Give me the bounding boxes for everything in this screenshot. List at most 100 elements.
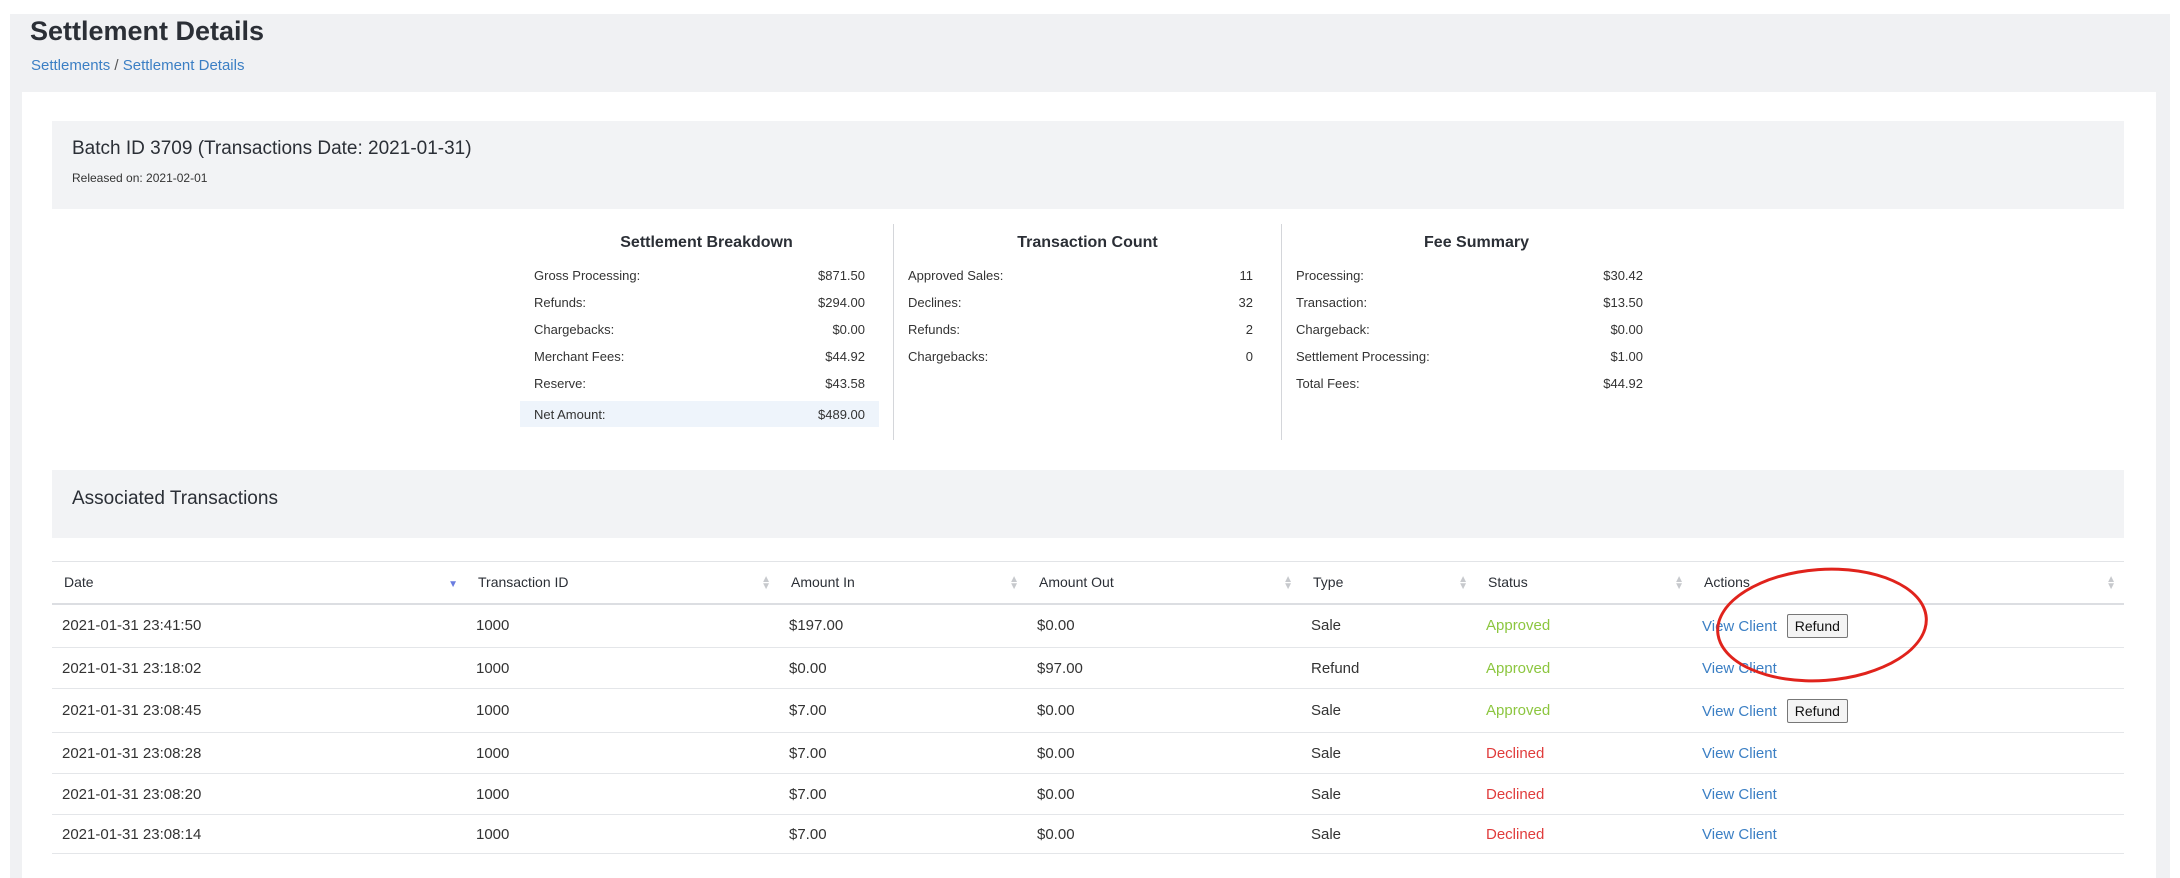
batch-header: [52, 121, 2124, 209]
actions-cell: View Client Refund: [1692, 604, 2124, 648]
date-cell: 2021-01-31 23:18:02: [62, 659, 202, 677]
settlement-breakdown-value: $489.00: [818, 406, 865, 422]
table-row: 2021-01-31 23:08:45 1000 $7.00 $0.00 Sale App…: [52, 689, 2124, 733]
fee-summary-label: Processing:: [1296, 267, 1364, 283]
type-cell: Sale: [1311, 702, 1342, 719]
view-client-link[interactable]: View Client: [1702, 702, 1777, 720]
type-cell: Refund: [1311, 659, 1360, 677]
type-cell: Sale: [1311, 825, 1342, 843]
settlement-breakdown-row: Merchant Fees: $44.92: [520, 343, 879, 369]
sort-descending-icon[interactable]: ▼: [448, 579, 458, 590]
settlement-breakdown-value: $0.00: [832, 321, 865, 337]
associated-transactions-title: Associated Transactions: [72, 488, 278, 509]
transaction-count-row: Chargebacks: 0: [894, 343, 1267, 369]
fee-summary-label: Settlement Processing:: [1296, 348, 1430, 364]
breadcrumb-settlements-link[interactable]: Settlements: [31, 57, 111, 74]
column-header-date[interactable]: Date ▼: [64, 574, 458, 591]
status-cell: Approved: [1486, 702, 1551, 719]
view-client-link[interactable]: View Client: [1702, 659, 1777, 677]
sort-icon[interactable]: ▲ ▼: [1009, 574, 1019, 592]
transaction-count-row: Refunds: 2: [894, 316, 1267, 342]
settlement-breakdown-row: Reserve: $43.58: [520, 370, 879, 396]
amount-out-cell: $0.00: [1037, 825, 1075, 843]
settlement-breakdown-heading: Settlement Breakdown: [620, 234, 793, 251]
transaction-count-heading: Transaction Count: [1017, 234, 1158, 251]
fee-summary-row: Transaction: $13.50: [1282, 289, 1657, 315]
column-header-type[interactable]: Type ▲ ▼: [1313, 574, 1468, 592]
type-cell: Sale: [1311, 617, 1342, 635]
view-client-link[interactable]: View Client: [1702, 744, 1777, 762]
settlement-breakdown-row: Refunds: $294.00: [520, 289, 879, 315]
actions-cell: View Client Refund: [1692, 689, 2124, 733]
view-client-link[interactable]: View Client: [1702, 785, 1777, 803]
table-header-row: Date ▼ Transaction ID ▲ ▼ Amount In ▲ ▼ Amoun…: [52, 561, 2124, 604]
amount-in-cell: $7.00: [789, 744, 827, 762]
transaction-count-label: Chargebacks:: [908, 348, 989, 364]
sort-icon[interactable]: ▲ ▼: [2106, 574, 2116, 592]
batch-title: Batch ID 3709 (Transactions Date: 2021-0…: [72, 138, 472, 159]
table-row: 2021-01-31 23:41:50 1000 $197.00 $0.00 Sale A…: [52, 604, 2124, 648]
fee-summary-value: $13.50: [1603, 294, 1643, 310]
refund-button[interactable]: Refund: [1786, 698, 1848, 723]
amount-out-cell: $0.00: [1037, 785, 1075, 803]
amount-out-cell: $0.00: [1037, 702, 1075, 719]
amount-in-cell: $7.00: [789, 702, 827, 719]
fee-summary-row: Chargeback: $0.00: [1282, 316, 1657, 342]
transactions-table: Date ▼ Transaction ID ▲ ▼ Amount In ▲ ▼ Amoun…: [52, 561, 2124, 854]
actions-cell: View Client: [1692, 733, 2124, 774]
transaction-count-row: Declines: 32: [894, 289, 1267, 315]
view-client-link[interactable]: View Client: [1702, 825, 1777, 843]
column-header-transaction-id[interactable]: Transaction ID ▲ ▼: [478, 574, 771, 592]
column-header-amount-out[interactable]: Amount Out ▲ ▼: [1039, 574, 1293, 592]
settlement-breakdown-label: Refunds:: [534, 294, 587, 310]
amount-in-cell: $7.00: [789, 825, 827, 843]
table-row: 2021-01-31 23:08:20 1000 $7.00 $0.00 Sale Dec…: [52, 774, 2124, 815]
column-header-amount-in[interactable]: Amount In ▲ ▼: [791, 574, 1019, 592]
transaction-id-cell: 1000: [476, 659, 510, 677]
status-cell: Declined: [1486, 825, 1545, 843]
settlement-breakdown-label: Reserve:: [534, 375, 587, 391]
transaction-id-cell: 1000: [476, 744, 510, 762]
sort-icon[interactable]: ▲ ▼: [1674, 574, 1684, 592]
view-client-link[interactable]: View Client: [1702, 617, 1777, 635]
amount-out-cell: $97.00: [1037, 659, 1083, 677]
amount-in-cell: $0.00: [789, 659, 827, 677]
settlement-breakdown-row: Gross Processing: $871.50: [520, 262, 879, 288]
breadcrumb-current-link[interactable]: Settlement Details: [122, 57, 245, 74]
actions-cell: View Client: [1692, 648, 2124, 689]
associated-transactions-header: [52, 470, 2124, 538]
sort-icon[interactable]: ▲ ▼: [1283, 574, 1293, 592]
column-header-actions[interactable]: Actions ▲ ▼: [1704, 574, 2116, 592]
transaction-count-panel: Transaction Count Approved Sales: 11 Decli…: [893, 224, 1281, 440]
settlement-breakdown-value: $871.50: [818, 267, 865, 283]
fee-summary-heading: Fee Summary: [1424, 234, 1529, 251]
fee-summary-row: Settlement Processing: $1.00: [1282, 343, 1657, 369]
date-cell: 2021-01-31 23:08:20: [62, 785, 202, 803]
refund-button[interactable]: Refund: [1786, 613, 1848, 638]
breadcrumb: Settlements / Settlement Details: [31, 57, 244, 74]
fee-summary-row: Processing: $30.42: [1282, 262, 1657, 288]
settlement-breakdown-row: Net Amount: $489.00: [520, 401, 879, 427]
settlement-breakdown-label: Gross Processing:: [534, 267, 641, 283]
fee-summary-value: $1.00: [1610, 348, 1643, 364]
transaction-count-value: 2: [1245, 321, 1253, 337]
settlement-breakdown-row: Chargebacks: $0.00: [520, 316, 879, 342]
date-cell: 2021-01-31 23:41:50: [62, 617, 202, 635]
sort-icon[interactable]: ▲ ▼: [1458, 574, 1468, 592]
date-cell: 2021-01-31 23:08:45: [62, 702, 202, 719]
fee-summary-label: Total Fees:: [1296, 375, 1360, 391]
table-row: 2021-01-31 23:18:02 1000 $0.00 $97.00 Refund…: [52, 648, 2124, 689]
column-header-status[interactable]: Status ▲ ▼: [1488, 574, 1684, 592]
status-cell: Declined: [1486, 785, 1545, 803]
transaction-count-label: Approved Sales:: [908, 267, 1004, 283]
actions-cell: View Client: [1692, 815, 2124, 854]
settlement-breakdown-label: Merchant Fees:: [534, 348, 625, 364]
batch-released-date: Released on: 2021-02-01: [72, 171, 208, 185]
transaction-count-value: 11: [1239, 267, 1254, 283]
transaction-count-value: 32: [1238, 294, 1253, 310]
transaction-id-cell: 1000: [476, 702, 510, 719]
transaction-count-row: Approved Sales: 11: [894, 262, 1267, 288]
transaction-id-cell: 1000: [476, 617, 510, 635]
settlement-breakdown-value: $294.00: [818, 294, 865, 310]
sort-icon[interactable]: ▲ ▼: [761, 574, 771, 592]
